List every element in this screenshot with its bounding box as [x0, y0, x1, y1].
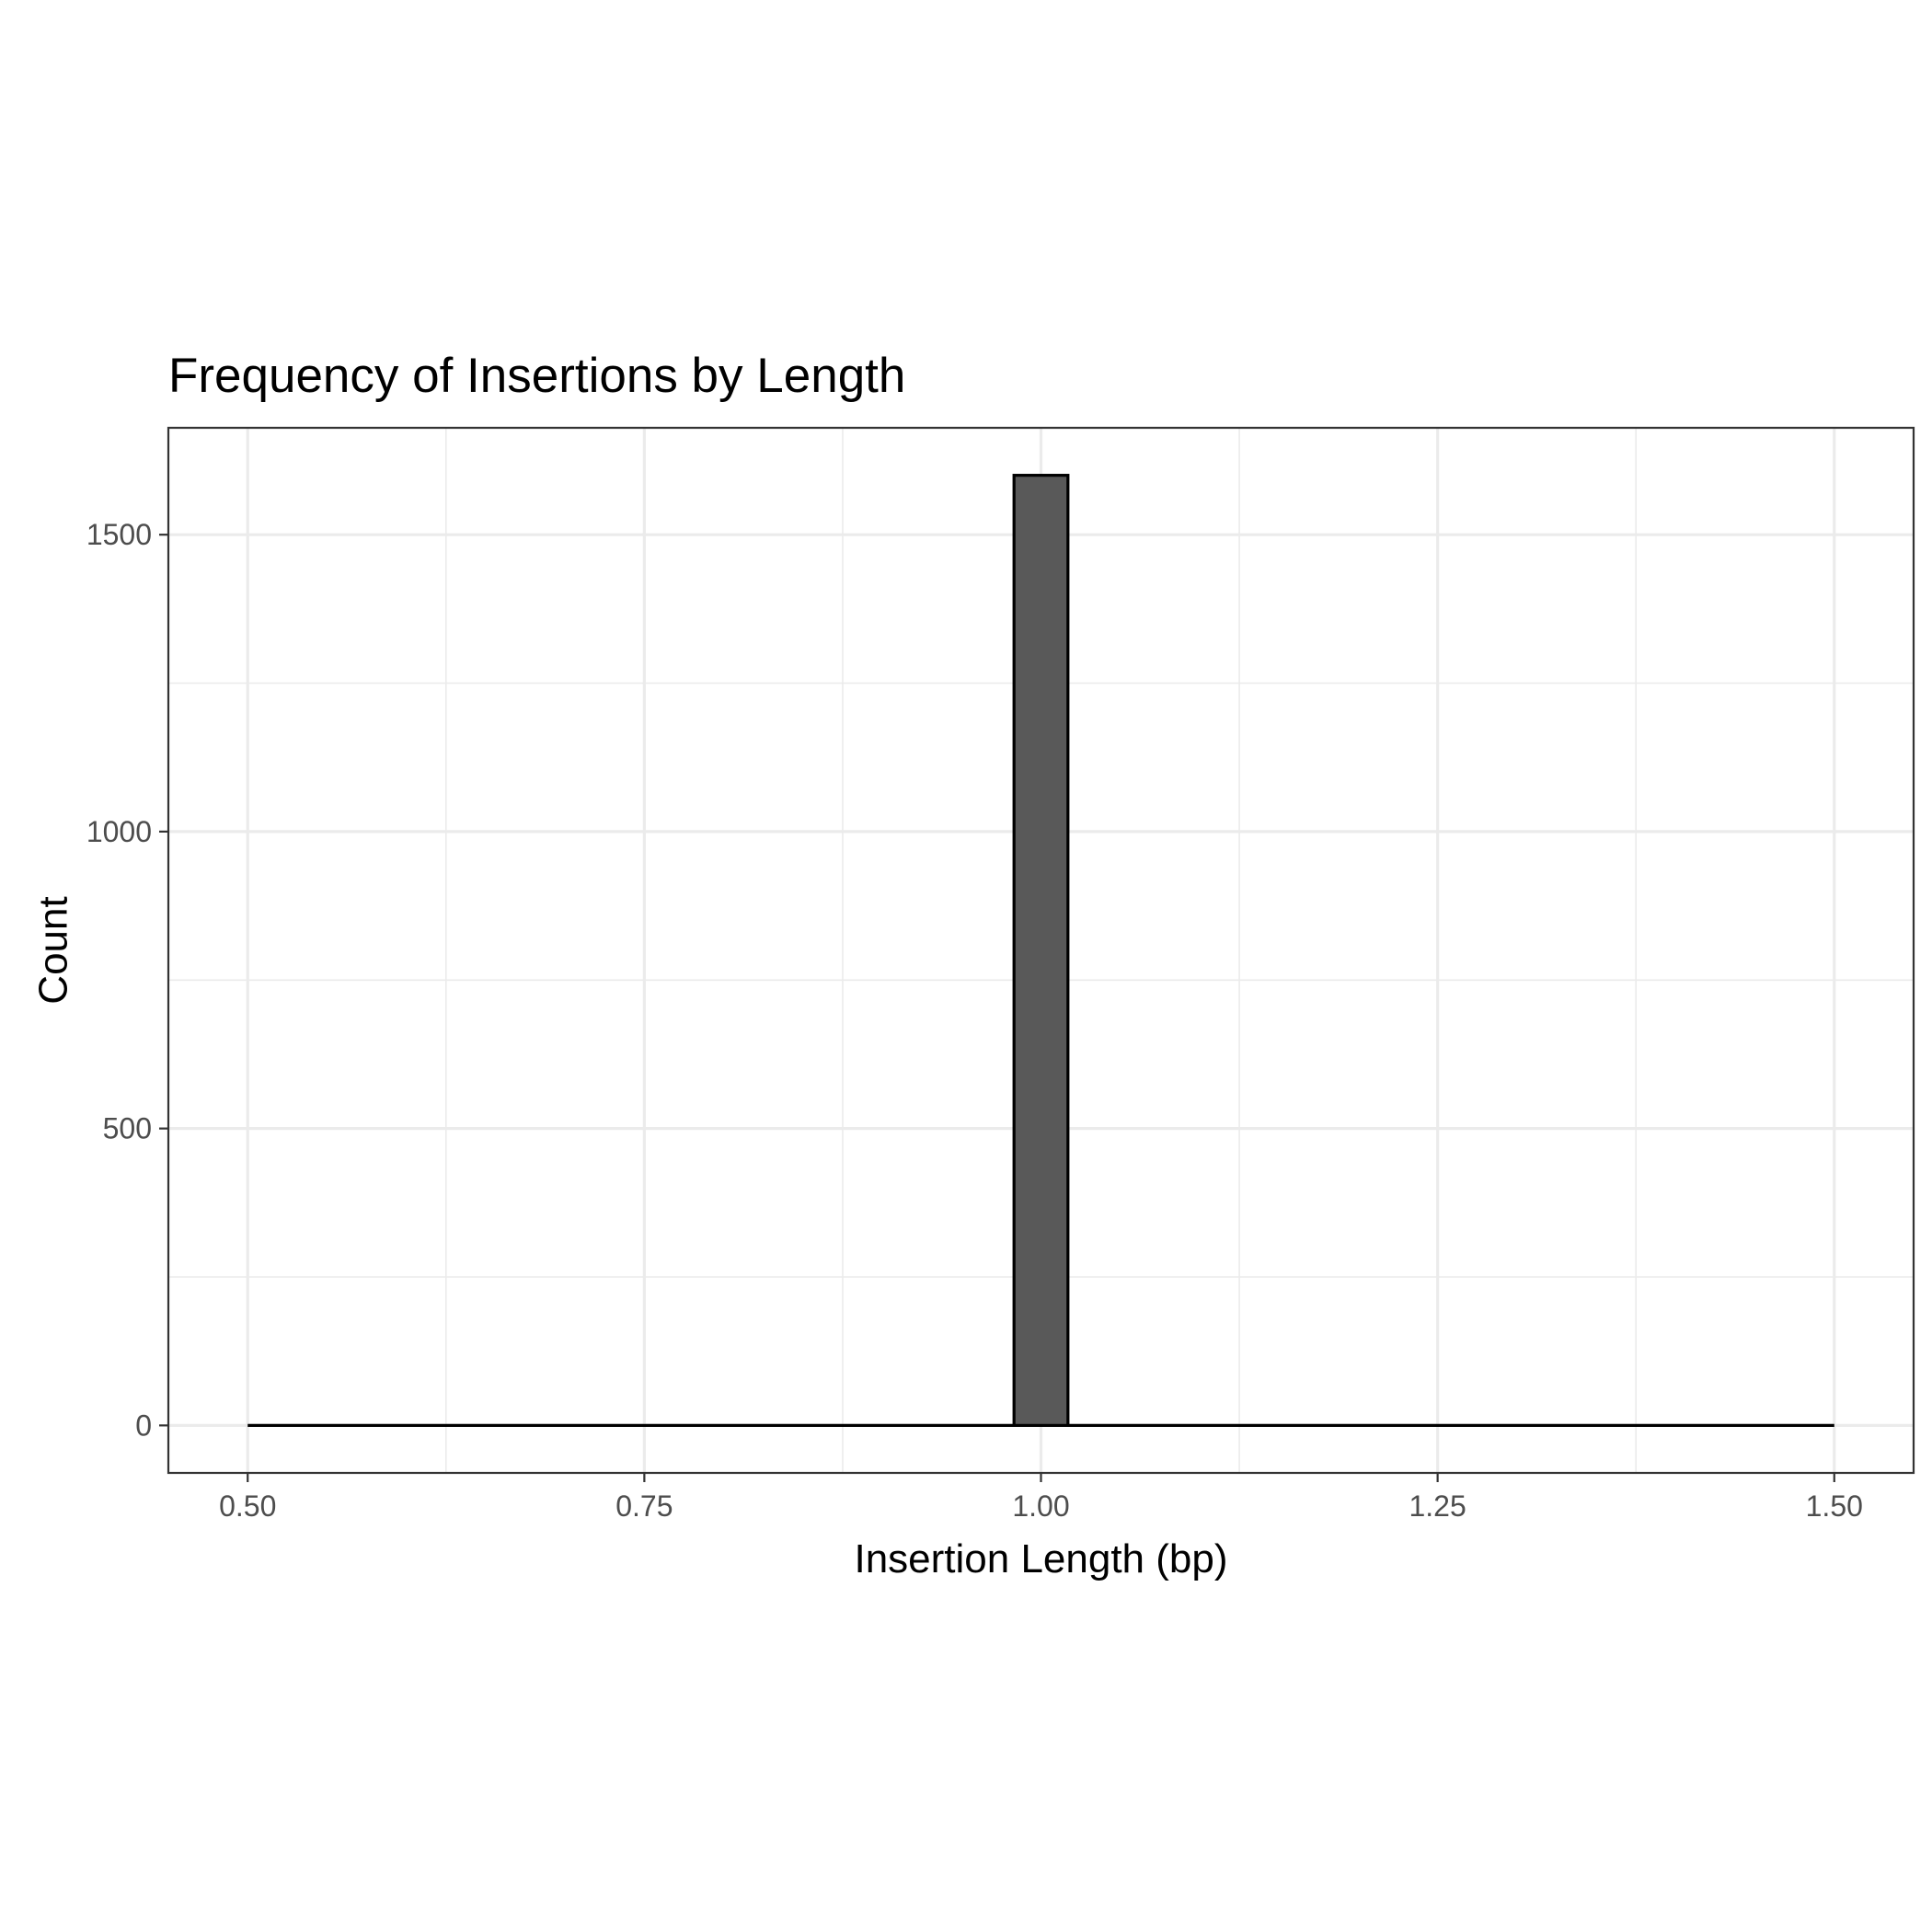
y-axis-title: Count: [30, 896, 75, 1004]
y-tick-label: 500: [103, 1112, 152, 1145]
x-tick-label: 0.50: [219, 1489, 276, 1523]
x-axis-title: Insertion Length (bp): [854, 1536, 1227, 1581]
y-tick-label: 1500: [86, 518, 152, 551]
x-tick-label: 1.00: [1012, 1489, 1069, 1523]
x-tick-label: 1.25: [1409, 1489, 1466, 1523]
chart-title: Frequency of Insertions by Length: [168, 349, 905, 403]
x-tick-label: 0.75: [615, 1489, 673, 1523]
histogram-bar: [1012, 474, 1070, 1427]
y-tick-label: 0: [135, 1409, 152, 1442]
plot-panel: 0.50 0.75 1.00 1.25 1.50 0 500 1000 1500: [86, 426, 1915, 1523]
y-tick-label: 1000: [86, 815, 152, 848]
x-tick-label: 1.50: [1806, 1489, 1863, 1523]
